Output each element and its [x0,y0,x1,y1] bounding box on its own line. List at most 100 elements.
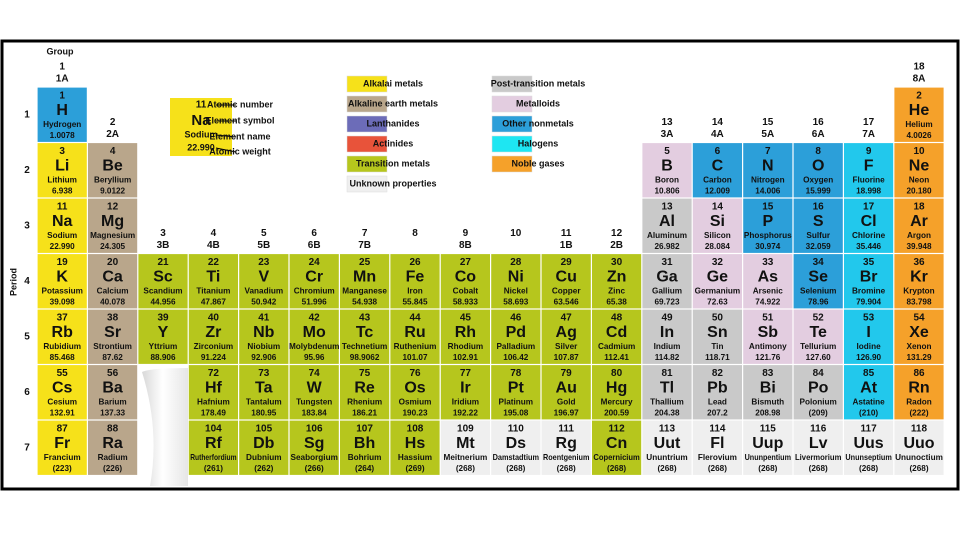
atomic-number: 38 [107,313,119,324]
group-label: 6B [308,240,321,251]
element-cell [289,254,339,309]
element-symbol: V [258,269,269,286]
atomic-weight: 200.59 [604,409,629,418]
element-cell [239,365,289,420]
atomic-number: 11 [57,202,68,213]
element-cell [88,420,138,475]
key-name: Sodium [185,129,218,139]
atomic-weight: 10.806 [654,187,679,196]
atomic-weight: 183.84 [302,409,327,418]
element-name: Hassium [398,453,432,462]
element-cell [743,365,793,420]
group-label: 1B [560,240,573,251]
element-cell [592,420,642,475]
element-symbol: At [860,380,878,397]
atomic-weight: 107.87 [554,353,579,362]
element-symbol: Sn [707,324,727,341]
element-cell [340,309,390,364]
atomic-weight: (268) [708,464,727,473]
atomic-number: 118 [911,424,928,435]
atomic-number: 30 [611,257,623,268]
element-name: Iridium [452,398,479,407]
atomic-weight: (268) [909,464,928,473]
atomic-weight: 44.956 [150,298,175,307]
atomic-weight: 14.006 [755,187,780,196]
element-name: Ununtrium [646,453,687,462]
element-cell [692,309,742,364]
element-symbol: N [762,158,774,175]
atomic-weight: 22.990 [50,242,75,251]
period-label: 4 [24,276,30,287]
element-name: Boron [655,176,679,185]
group-number: 14 [712,117,724,128]
period-label: 3 [24,220,30,231]
element-symbol: Uup [752,435,783,452]
element-symbol: Pt [508,380,525,397]
element-symbol: Li [55,158,69,175]
element-cell [642,365,692,420]
atomic-weight: (222) [909,409,928,418]
element-cell [188,309,238,364]
element-cell [289,420,339,475]
element-symbol: C [712,158,724,175]
atomic-weight: 72.63 [707,298,728,307]
group-label: 7B [358,240,371,251]
element-symbol: Sg [304,435,324,452]
element-symbol: Rn [908,380,929,397]
element-cell [844,420,894,475]
legend-swatch [491,95,533,113]
atomic-number: 105 [255,424,272,435]
atomic-weight: (268) [607,464,626,473]
element-name: Cadmium [598,342,635,351]
element-cell [793,143,843,198]
key-label: Atomic number [207,99,274,109]
legend-swatch [346,115,388,133]
element-symbol: Ir [460,380,471,397]
group-number: 16 [813,117,825,128]
atomic-weight: 24.305 [100,242,125,251]
element-cell [844,309,894,364]
key-number: 11 [196,100,207,111]
group-number: 15 [762,117,774,128]
atomic-number: 40 [208,313,220,324]
atomic-weight: 54.938 [352,298,377,307]
element-name: Dubnium [246,453,281,462]
element-name: Lead [708,398,727,407]
atomic-weight: (268) [506,464,525,473]
element-name: Oxygen [803,176,833,185]
element-name: Potassium [41,287,82,296]
atomic-weight: (268) [657,464,676,473]
atomic-number: 23 [258,257,270,268]
element-cell [894,309,944,364]
atomic-number: 22 [208,257,220,268]
atomic-number: 42 [309,313,321,324]
legend-swatch [491,135,533,153]
atomic-number: 107 [356,424,373,435]
atomic-number: 53 [863,313,875,324]
atomic-number: 112 [609,424,626,435]
atomic-number: 16 [813,202,825,213]
atomic-number: 29 [561,257,573,268]
element-symbol: Cs [52,380,73,397]
element-cell [894,143,944,198]
element-name: Sulfur [806,231,830,240]
group-label: 8B [459,240,472,251]
atomic-number: 45 [460,313,472,324]
element-name: Gold [557,398,576,407]
element-name: Scandium [143,287,182,296]
element-symbol: Cn [606,435,627,452]
atomic-number: 108 [407,424,424,435]
element-symbol: Mg [101,213,124,230]
element-symbol: Ta [255,380,273,397]
legend-label: Halogens [518,138,559,148]
atomic-number: 18 [913,202,925,213]
element-cell [642,198,692,253]
element-name: Osmium [399,398,432,407]
atomic-number: 6 [715,146,721,157]
legend-label: Noble gases [511,158,564,168]
element-cell [894,254,944,309]
atomic-number: 46 [510,313,522,324]
group-label: 8A [913,74,926,85]
group-number: 8 [412,228,418,239]
element-cell [743,198,793,253]
